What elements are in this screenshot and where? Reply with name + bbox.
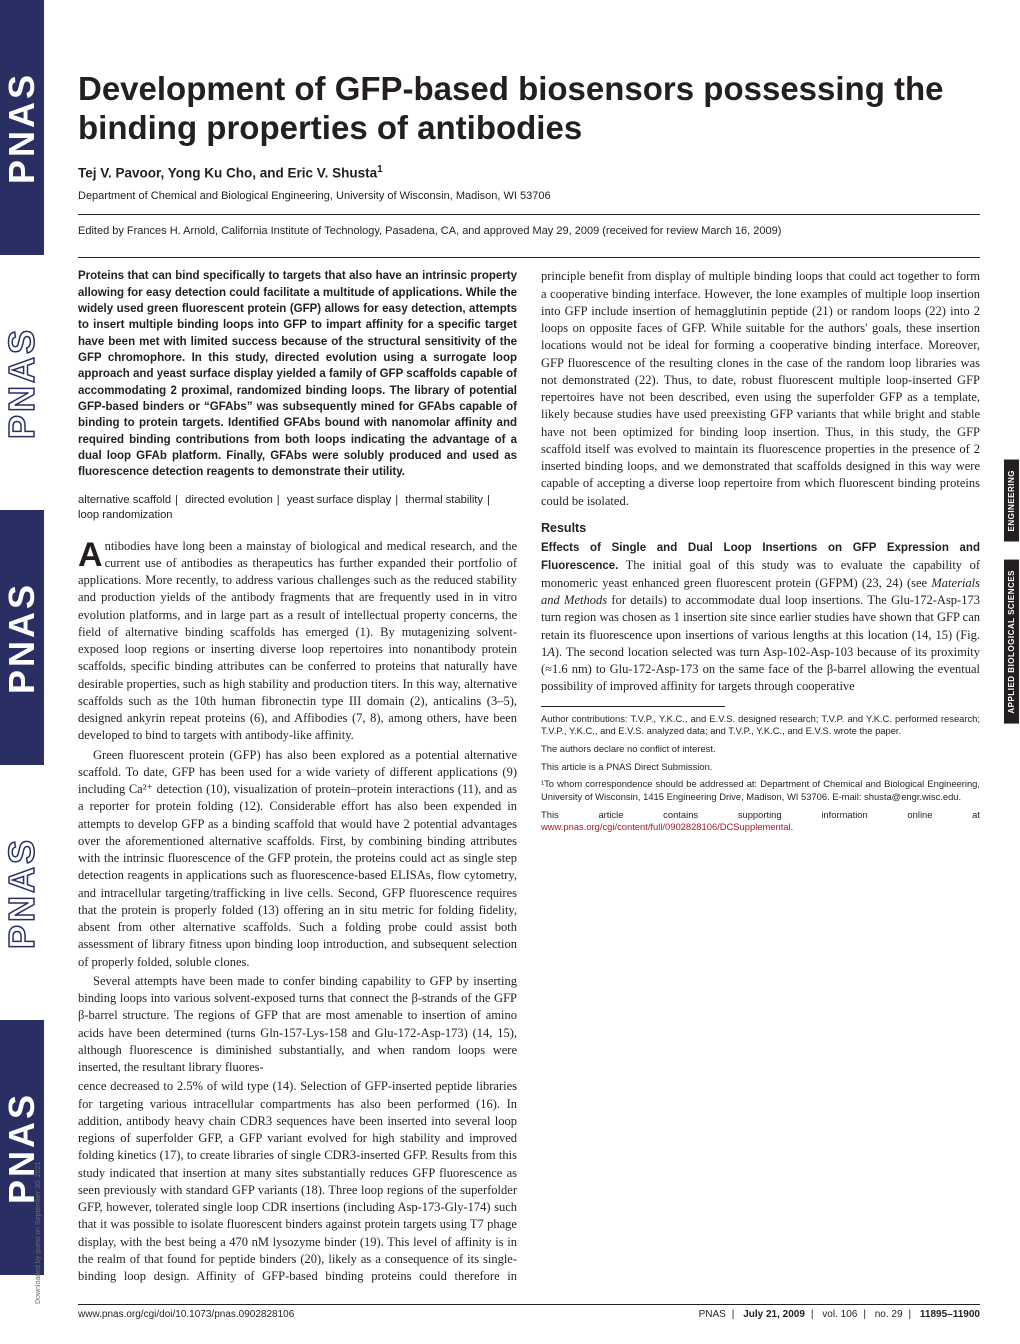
tab-applied-bio: APPLIED BIOLOGICAL SCIENCES	[1004, 560, 1019, 724]
article-title: Development of GFP-based biosensors poss…	[78, 70, 980, 148]
rule	[78, 214, 980, 215]
pnas-text: PNAS	[1, 71, 43, 183]
two-column-body: Proteins that can bind specifically to t…	[78, 268, 980, 1288]
keyword: yeast surface display	[287, 494, 391, 506]
pnas-text: PNAS	[1, 581, 43, 693]
body-paragraph: Effects of Single and Dual Loop Insertio…	[541, 539, 980, 695]
footer-citation: PNAS| July 21, 2009| vol. 106| no. 29| 1…	[699, 1309, 980, 1320]
footnote-conflict: The authors declare no conflict of inter…	[541, 743, 980, 756]
edited-by: Edited by Frances H. Arnold, California …	[78, 225, 980, 245]
dropcap: A	[78, 538, 105, 570]
footnote-text: This article contains supporting informa…	[541, 809, 980, 820]
keywords: alternative scaffold| directed evolution…	[78, 493, 517, 524]
download-note: Downloaded by guest on September 30, 202…	[35, 1162, 42, 1304]
footer-vol: vol. 106	[822, 1309, 857, 1320]
abstract: Proteins that can bind specifically to t…	[78, 268, 517, 480]
affiliation: Department of Chemical and Biological En…	[78, 190, 980, 202]
footnote-correspondence: ¹To whom correspondence should be addres…	[541, 778, 980, 803]
footer-journal: PNAS	[699, 1309, 726, 1320]
pnas-side-banner: PNAS PNAS PNAS PNAS PNAS	[0, 0, 44, 1344]
body-text: ntibodies have long been a mainstay of b…	[78, 539, 517, 743]
footnote-submission: This article is a PNAS Direct Submission…	[541, 761, 980, 774]
keyword: directed evolution	[185, 494, 273, 506]
page-footer: www.pnas.org/cgi/doi/10.1073/pnas.090282…	[78, 1304, 980, 1320]
pnas-logo-outline: PNAS	[0, 765, 44, 1020]
footnote-si: This article contains supporting informa…	[541, 809, 980, 834]
footer-date: July 21, 2009	[743, 1309, 805, 1320]
footnotes-block: Author contributions: T.V.P., Y.K.C., an…	[541, 706, 980, 835]
pnas-text: PNAS	[1, 836, 43, 948]
footer-doi: www.pnas.org/cgi/doi/10.1073/pnas.090282…	[78, 1309, 294, 1320]
footer-no: no. 29	[875, 1309, 903, 1320]
pnas-logo-solid: PNAS	[0, 510, 44, 765]
footer-pages: 11895–11900	[920, 1309, 980, 1320]
keyword: alternative scaffold	[78, 494, 171, 506]
body-paragraph: Several attempts have been made to confe…	[78, 973, 517, 1077]
footnote-contributions: Author contributions: T.V.P., Y.K.C., an…	[541, 713, 980, 738]
page-content: Development of GFP-based biosensors poss…	[78, 70, 980, 1304]
tab-engineering: ENGINEERING	[1004, 460, 1019, 542]
section-heading-results: Results	[541, 520, 980, 537]
footnote-separator	[541, 706, 725, 707]
body-paragraph: Green fluorescent protein (GFP) has also…	[78, 747, 517, 971]
authors: Tej V. Pavoor, Yong Ku Cho, and Eric V. …	[78, 164, 980, 181]
footnote-text: .	[791, 821, 794, 832]
pnas-text: PNAS	[1, 326, 43, 438]
body-paragraph: Antibodies have long been a mainstay of …	[78, 538, 517, 745]
category-tabs: ENGINEERING APPLIED BIOLOGICAL SCIENCES	[1004, 460, 1020, 741]
body-text: The initial goal of this study was to ev…	[541, 558, 980, 693]
si-link[interactable]: www.pnas.org/cgi/content/full/0902828106…	[541, 821, 791, 832]
pnas-logo-outline: PNAS	[0, 255, 44, 510]
keyword: loop randomization	[78, 509, 173, 521]
pnas-logo-solid: PNAS	[0, 0, 44, 255]
keyword: thermal stability	[405, 494, 483, 506]
rule	[78, 257, 980, 258]
